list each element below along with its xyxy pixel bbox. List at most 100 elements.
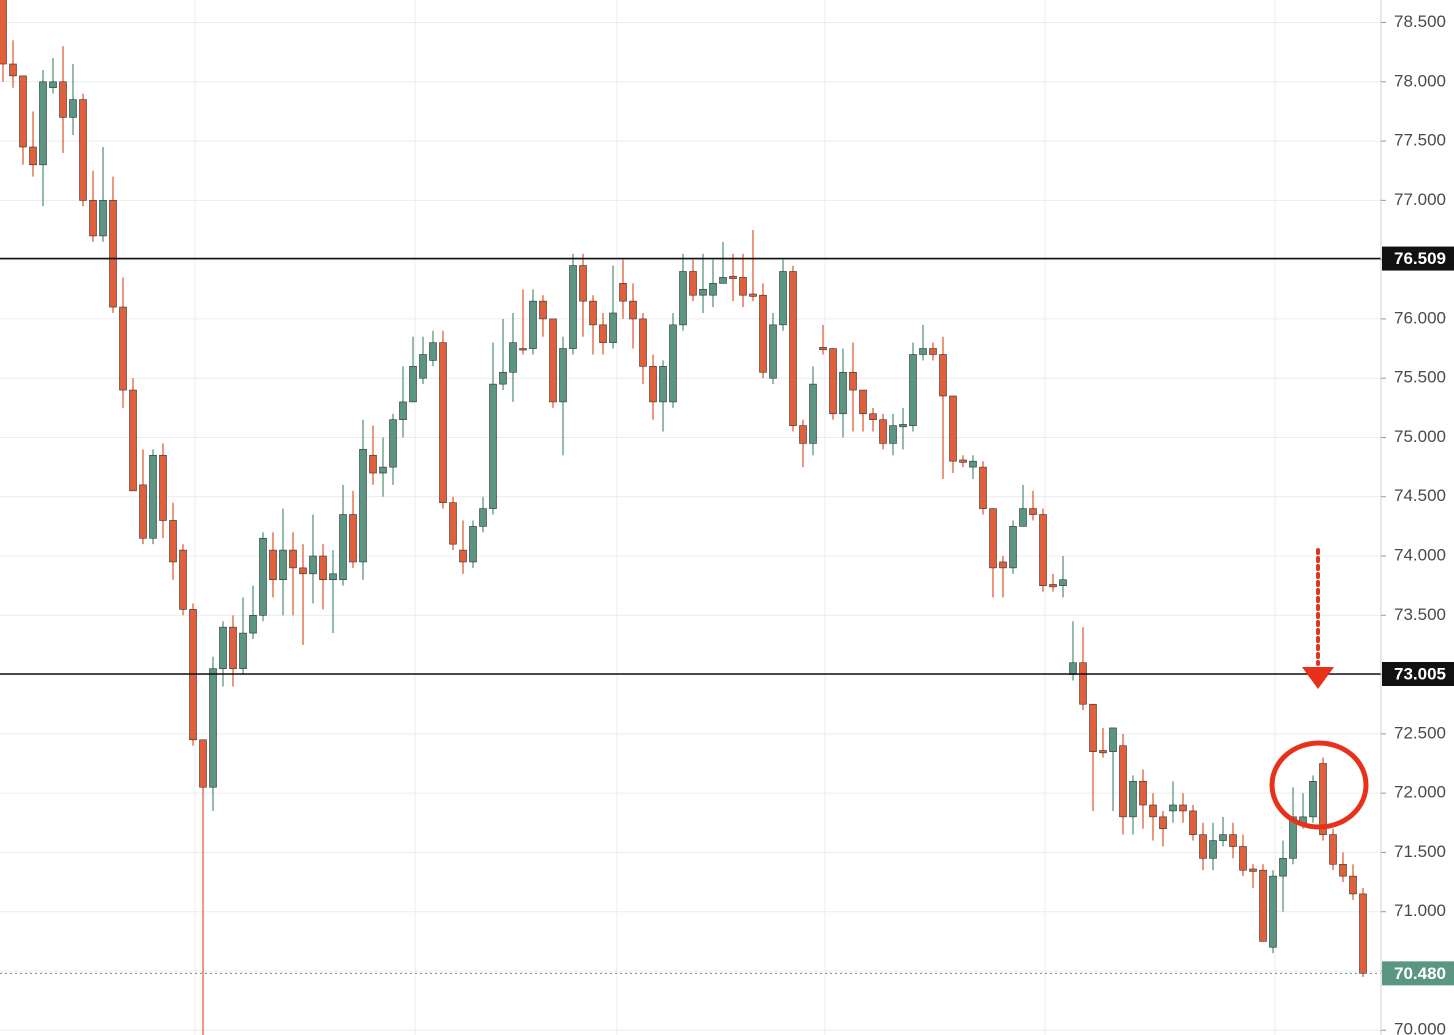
candle-body [909,354,917,426]
y-tick-label: 74.500 [1394,486,1446,505]
candle-body [919,348,927,355]
price-axis-panel [1381,0,1454,1035]
candle-body [949,395,957,462]
candle-body [709,283,717,296]
candle-body [9,63,17,77]
candle-body [99,200,107,237]
candle-body [839,371,847,415]
candle-body [1189,810,1197,835]
candle-body [169,520,177,563]
y-tick-label: 78.500 [1394,12,1446,31]
candle-body [1029,508,1037,515]
candle-body [829,348,837,415]
candle-body [119,306,127,391]
candle-body [1109,727,1117,752]
candle-body [579,265,587,302]
y-tick-label: 71.000 [1394,901,1446,920]
y-tick-label: 71.500 [1394,842,1446,861]
candle-body [209,668,217,788]
y-tick-label: 74.000 [1394,546,1446,565]
candle-body [979,466,987,509]
candle-body [569,265,577,349]
arrow-head [1302,667,1334,689]
candle-body [1219,834,1227,841]
candle-body [639,318,647,367]
candle-body [669,324,677,403]
candle-body [59,81,67,118]
candle-body [299,567,307,575]
candle-body [389,419,397,468]
candle-body [1039,514,1047,586]
candle-body [199,739,207,788]
candle-body [989,508,997,569]
candle-body [139,484,147,539]
candle-body [1269,875,1277,948]
candle-body [219,626,227,669]
candle-body [1179,804,1187,812]
candle-body [1009,526,1017,569]
candle-body [719,277,727,284]
candle-body [349,514,357,563]
candle-body [849,371,857,391]
candle-body [789,271,797,426]
candle-body [529,300,537,349]
candle-body [399,401,407,420]
candle-body [899,424,907,428]
candle-body [379,466,387,474]
candle-body [1139,780,1147,806]
candle-body [179,549,187,610]
candle-body [1359,893,1367,974]
candle-body [589,300,597,326]
candle-body [769,324,777,379]
candle-body [519,348,527,351]
candle-body [29,146,37,166]
candle-body [859,389,867,415]
candle-body [419,354,427,379]
candle-body [439,342,447,503]
candle-body [1159,816,1167,830]
candle-body [1239,846,1247,871]
candle-body [479,508,487,527]
level-badge [1382,661,1454,686]
candle-body [629,300,637,320]
candle-body [959,459,967,463]
y-tick-label: 76.000 [1394,308,1446,327]
candle-body [89,200,97,237]
candle-body [409,366,417,403]
candle-body [1249,868,1257,872]
candle-body [1259,869,1267,942]
candle-body [109,200,117,308]
candle-body [1079,662,1087,705]
y-tick-label: 72.500 [1394,723,1446,742]
candle-body [1279,858,1287,877]
candle-body [1089,703,1097,752]
annotation [1269,548,1369,830]
candle-body [969,460,977,468]
candle-body [39,81,47,166]
candle-body [79,99,87,201]
candle-body [1229,834,1237,847]
candle-body [1069,662,1077,675]
candle-body [149,454,157,539]
candle-body [249,615,257,634]
candle-body [559,348,567,403]
candle-body [799,425,807,444]
y-tick-label: 73.500 [1394,605,1446,624]
vertical-grid [194,0,1276,1035]
candle-body [499,371,507,385]
candle-body [999,561,1007,569]
level-badge [1382,246,1454,271]
candle-body [1149,804,1157,818]
candle-body [69,99,77,118]
candle-body [1119,745,1127,818]
candle-body [359,449,367,563]
level-label: 73.005 [1394,664,1446,683]
last-price-label: 70.480 [1394,964,1446,983]
last-price-badge [1382,961,1454,986]
candle-body [689,271,697,296]
candle-body [269,549,277,581]
candle-body [449,502,457,545]
candle-body [1309,780,1317,818]
candle-body [1339,863,1347,877]
